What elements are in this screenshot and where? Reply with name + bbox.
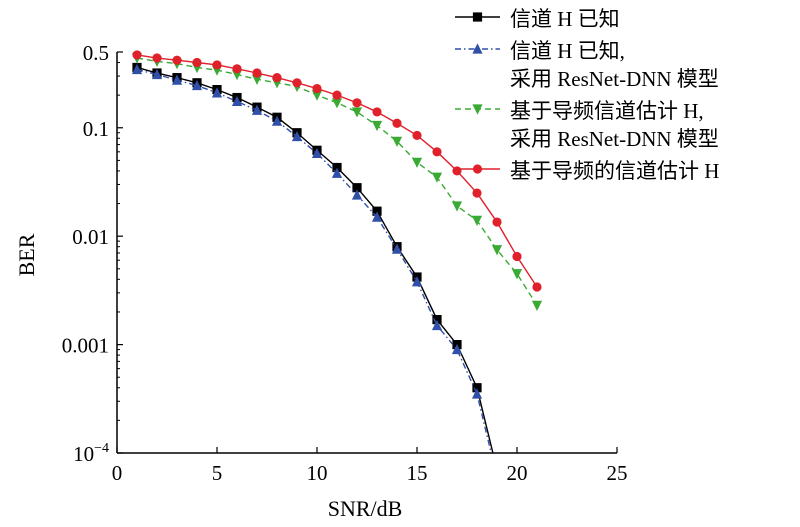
data-point bbox=[331, 167, 343, 178]
data-point bbox=[151, 68, 163, 80]
series-line bbox=[136, 66, 494, 453]
y-tick-label: 0.001 bbox=[62, 334, 109, 358]
data-point bbox=[352, 183, 362, 193]
data-point bbox=[371, 120, 383, 132]
data-point bbox=[291, 130, 303, 142]
data-point bbox=[152, 53, 162, 63]
x-tick-label: 0 bbox=[112, 461, 123, 485]
legend-label: 基于导频信道估计 H, bbox=[510, 99, 704, 123]
data-point bbox=[531, 300, 543, 311]
data-point bbox=[331, 98, 343, 109]
series-line bbox=[136, 68, 492, 453]
data-point bbox=[171, 74, 183, 85]
data-point bbox=[372, 107, 382, 117]
series-3 bbox=[132, 50, 542, 292]
legend-label: 信道 H 已知, bbox=[510, 39, 625, 63]
data-point bbox=[251, 104, 263, 115]
y-tick-label: 10−4 bbox=[73, 441, 109, 466]
data-point bbox=[512, 251, 522, 262]
legend-marker bbox=[472, 104, 483, 115]
legend-label: 采用 ResNet-DNN 模型 bbox=[510, 127, 719, 151]
series-0 bbox=[132, 62, 494, 453]
data-point bbox=[471, 215, 483, 226]
data-point bbox=[391, 243, 403, 254]
data-point bbox=[272, 73, 282, 83]
data-point bbox=[332, 90, 342, 100]
data-point bbox=[411, 276, 423, 287]
data-point bbox=[192, 57, 202, 68]
legend-label: 基于导频的信道估计 H bbox=[510, 159, 719, 183]
data-point bbox=[271, 115, 283, 126]
data-point bbox=[431, 319, 443, 331]
y-tick-label: 0.5 bbox=[83, 41, 109, 65]
data-point bbox=[392, 118, 402, 128]
data-point bbox=[312, 83, 322, 94]
data-point bbox=[492, 217, 502, 227]
data-point bbox=[451, 201, 463, 212]
data-point bbox=[432, 315, 442, 325]
legend-marker bbox=[472, 12, 483, 22]
data-point bbox=[311, 147, 323, 159]
series-1 bbox=[131, 63, 492, 453]
x-tick-label: 25 bbox=[607, 461, 628, 485]
data-point bbox=[232, 64, 242, 74]
x-tick-label: 15 bbox=[407, 461, 428, 485]
x-axis-title: SNR/dB bbox=[328, 496, 403, 521]
legend-label: 采用 ResNet-DNN 模型 bbox=[510, 67, 719, 91]
data-point bbox=[491, 245, 503, 256]
data-point bbox=[471, 388, 483, 399]
data-point bbox=[172, 55, 182, 65]
legend-label: 信道 H 已知 bbox=[510, 7, 620, 31]
data-point bbox=[212, 60, 222, 70]
data-point bbox=[511, 269, 523, 280]
legend-marker bbox=[472, 43, 483, 54]
data-point bbox=[411, 157, 423, 168]
data-point bbox=[251, 74, 263, 85]
legend-marker bbox=[472, 164, 483, 174]
tick-labels: 0 5 10 15 20 25 0.5 0.1 0.01 0.001 10−4 bbox=[62, 41, 628, 485]
data-point bbox=[352, 98, 362, 108]
data-point bbox=[351, 107, 363, 118]
data-point bbox=[452, 166, 462, 176]
data-point bbox=[211, 87, 223, 98]
data-point bbox=[131, 63, 143, 75]
data-point bbox=[231, 95, 243, 107]
data-point bbox=[431, 172, 443, 183]
x-tick-label: 10 bbox=[307, 461, 328, 485]
data-point bbox=[472, 188, 482, 198]
data-point bbox=[412, 130, 422, 141]
data-point bbox=[132, 50, 142, 60]
series-layer bbox=[131, 50, 543, 453]
y-tick-label: 0.1 bbox=[83, 117, 109, 141]
data-point bbox=[472, 383, 482, 393]
x-tick-label: 5 bbox=[212, 461, 223, 485]
data-point bbox=[292, 78, 302, 88]
data-point bbox=[391, 136, 403, 147]
data-point bbox=[191, 79, 203, 91]
data-point bbox=[532, 282, 542, 292]
y-axis-title: BER bbox=[14, 233, 39, 276]
data-point bbox=[351, 189, 363, 200]
data-point bbox=[311, 90, 323, 101]
data-point bbox=[371, 211, 383, 222]
data-point bbox=[372, 206, 382, 216]
data-point bbox=[252, 68, 262, 78]
y-tick-label: 0.01 bbox=[72, 225, 109, 249]
data-point bbox=[451, 343, 463, 355]
x-tick-label: 20 bbox=[507, 461, 528, 485]
data-point bbox=[432, 147, 442, 157]
plot-axes bbox=[116, 51, 618, 454]
data-point bbox=[332, 162, 342, 173]
